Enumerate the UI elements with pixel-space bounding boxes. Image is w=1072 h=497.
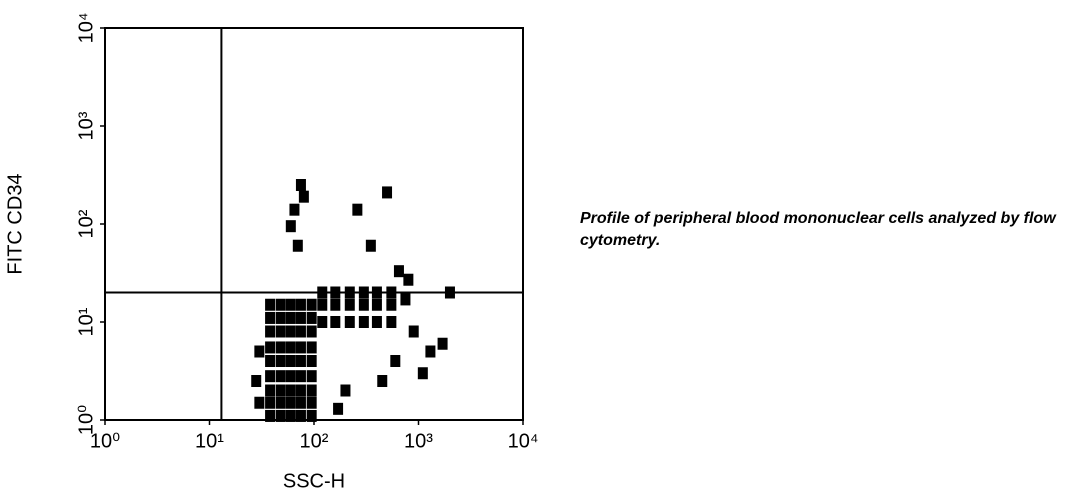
y-axis-label: FITC CD34 xyxy=(4,173,26,274)
point xyxy=(285,354,296,367)
point xyxy=(295,311,306,324)
point xyxy=(285,311,296,324)
x-tick-label: 10⁴ xyxy=(508,430,539,452)
point xyxy=(285,396,296,409)
point xyxy=(295,354,306,367)
point xyxy=(285,341,296,354)
point xyxy=(371,316,382,328)
point xyxy=(265,298,276,311)
point xyxy=(390,354,401,367)
plot-frame xyxy=(104,27,524,421)
point xyxy=(365,239,376,252)
point xyxy=(265,325,276,338)
y-tick-label: 10³ xyxy=(75,111,97,140)
point xyxy=(265,396,276,409)
y-tick-label: 10⁰ xyxy=(75,405,97,435)
point xyxy=(285,370,296,383)
point xyxy=(306,370,317,383)
point xyxy=(254,396,265,409)
point xyxy=(265,370,276,383)
point xyxy=(275,341,286,354)
point xyxy=(317,316,328,328)
point xyxy=(330,316,341,328)
point xyxy=(295,370,306,383)
x-tick-label: 10⁰ xyxy=(90,430,120,452)
point xyxy=(306,311,317,324)
point xyxy=(295,409,306,422)
point xyxy=(400,293,411,306)
point xyxy=(285,220,296,233)
x-tick-label: 10¹ xyxy=(195,430,224,452)
point xyxy=(330,298,341,311)
point xyxy=(285,384,296,397)
y-tick-label: 10² xyxy=(75,209,97,238)
point xyxy=(275,370,286,383)
point xyxy=(417,367,428,380)
point xyxy=(306,409,317,422)
point xyxy=(295,179,306,192)
point xyxy=(306,341,317,354)
point xyxy=(265,384,276,397)
point xyxy=(265,354,276,367)
point xyxy=(265,409,276,422)
point xyxy=(295,298,306,311)
point xyxy=(306,384,317,397)
chart: SSC-H FITC CD34 10⁰ 10¹ 10² 10³ 10⁴ 10⁰ 10¹ 10²… xyxy=(4,13,539,493)
point xyxy=(295,341,306,354)
y-tick-label: 10¹ xyxy=(75,307,97,336)
point xyxy=(254,345,265,358)
point xyxy=(292,239,303,252)
point xyxy=(289,203,300,216)
point xyxy=(340,384,351,397)
point xyxy=(306,325,317,338)
point xyxy=(333,402,344,415)
point xyxy=(265,311,276,324)
point xyxy=(317,298,328,311)
point xyxy=(371,298,382,311)
point xyxy=(275,409,286,422)
point xyxy=(275,384,286,397)
point xyxy=(275,311,286,324)
point xyxy=(437,337,448,350)
point xyxy=(295,384,306,397)
y-tick-label: 10⁴ xyxy=(75,13,97,44)
point xyxy=(377,375,388,388)
x-tick-label: 10² xyxy=(300,430,329,452)
point xyxy=(352,203,363,216)
point xyxy=(403,273,414,286)
point xyxy=(285,409,296,422)
point xyxy=(306,396,317,409)
point xyxy=(408,325,419,338)
x-axis-label: SSC-H xyxy=(283,470,345,492)
point xyxy=(295,396,306,409)
point xyxy=(265,341,276,354)
point xyxy=(285,298,296,311)
point xyxy=(295,325,306,338)
x-tick-label: 10³ xyxy=(404,430,433,452)
point xyxy=(275,396,286,409)
point xyxy=(275,354,286,367)
caption: Profile of peripheral blood mononuclear … xyxy=(580,210,1056,249)
point xyxy=(275,325,286,338)
point xyxy=(298,190,309,203)
point xyxy=(285,325,296,338)
point xyxy=(382,186,393,199)
point xyxy=(386,316,397,328)
point xyxy=(251,375,262,388)
point xyxy=(425,345,436,358)
point xyxy=(393,265,404,278)
point xyxy=(358,316,369,328)
point xyxy=(344,316,355,328)
point xyxy=(306,298,317,311)
point xyxy=(358,298,369,311)
point xyxy=(275,298,286,311)
point xyxy=(386,298,397,311)
point xyxy=(306,354,317,367)
point xyxy=(344,298,355,311)
